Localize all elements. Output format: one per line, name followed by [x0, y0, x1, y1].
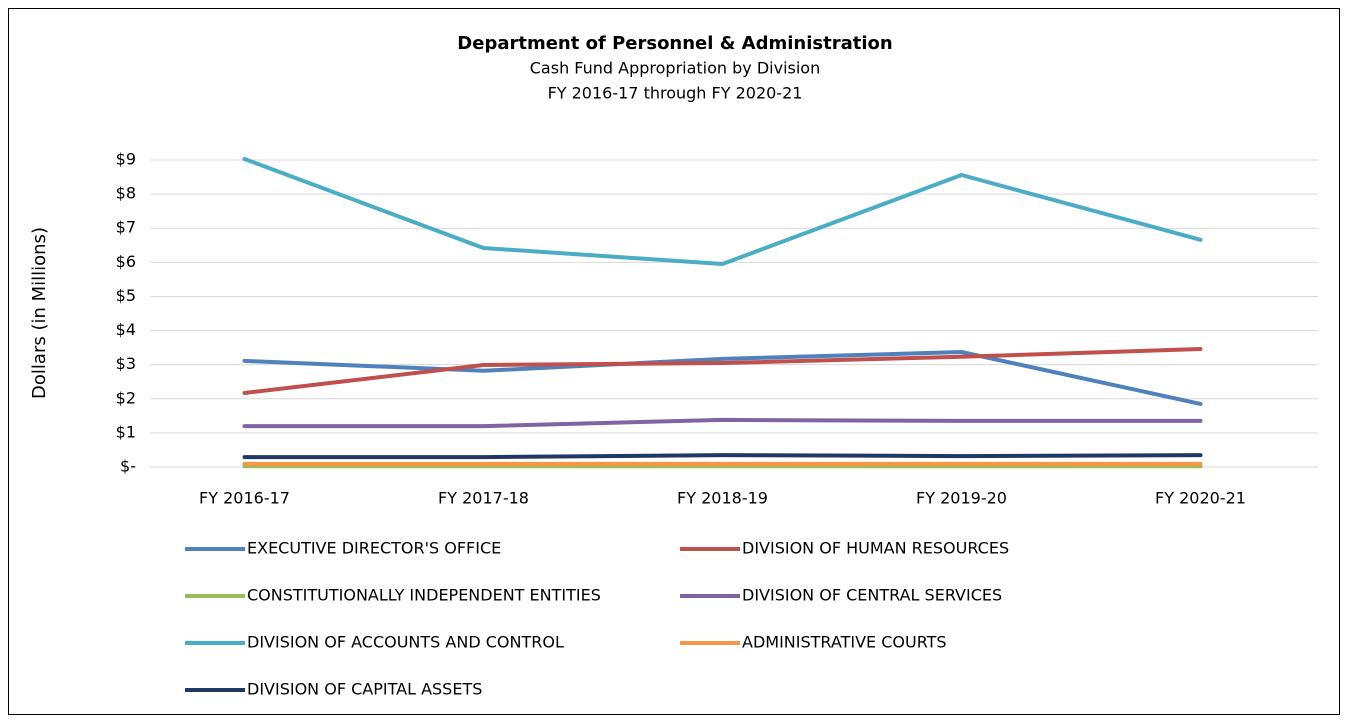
legend-label: ADMINISTRATIVE COURTS: [742, 633, 947, 652]
y-tick-label: $-: [120, 457, 136, 476]
y-axis-title: Dollars (in Millions): [29, 227, 50, 399]
legend-label: EXECUTIVE DIRECTOR'S OFFICE: [247, 539, 501, 558]
y-tick-label: $4: [116, 320, 136, 339]
series-line: [242, 347, 1203, 395]
y-tick-label: $2: [116, 388, 136, 407]
legend-label: DIVISION OF CENTRAL SERVICES: [742, 586, 1002, 605]
legend-label: DIVISION OF ACCOUNTS AND CONTROL: [247, 633, 564, 652]
chart-subtitle: Cash Fund Appropriation by Division: [530, 59, 820, 78]
series-line: [242, 350, 1203, 406]
series-line: [242, 157, 1203, 266]
series-line: [242, 453, 1203, 460]
legend-label: CONSTITUTIONALLY INDEPENDENT ENTITIES: [247, 586, 601, 605]
y-tick-label: $3: [116, 354, 136, 373]
legend-label: DIVISION OF HUMAN RESOURCES: [742, 539, 1009, 558]
series-line: [242, 417, 1203, 429]
y-tick-label: $8: [116, 184, 136, 203]
x-tick-label: FY 2016-17: [199, 489, 290, 508]
chart-subtitle: FY 2016-17 through FY 2020-21: [548, 84, 803, 103]
y-tick-label: $6: [116, 252, 136, 271]
x-tick-label: FY 2020-21: [1155, 489, 1246, 508]
y-tick-label: $7: [116, 218, 136, 237]
chart-title: Department of Personnel & Administration: [457, 33, 892, 54]
y-tick-label: $5: [116, 286, 136, 305]
y-tick-label: $1: [116, 422, 136, 441]
x-tick-label: FY 2017-18: [438, 489, 529, 508]
x-tick-label: FY 2019-20: [916, 489, 1007, 508]
legend-label: DIVISION OF CAPITAL ASSETS: [247, 680, 482, 699]
y-tick-label: $9: [116, 150, 136, 169]
x-tick-label: FY 2018-19: [677, 489, 768, 508]
